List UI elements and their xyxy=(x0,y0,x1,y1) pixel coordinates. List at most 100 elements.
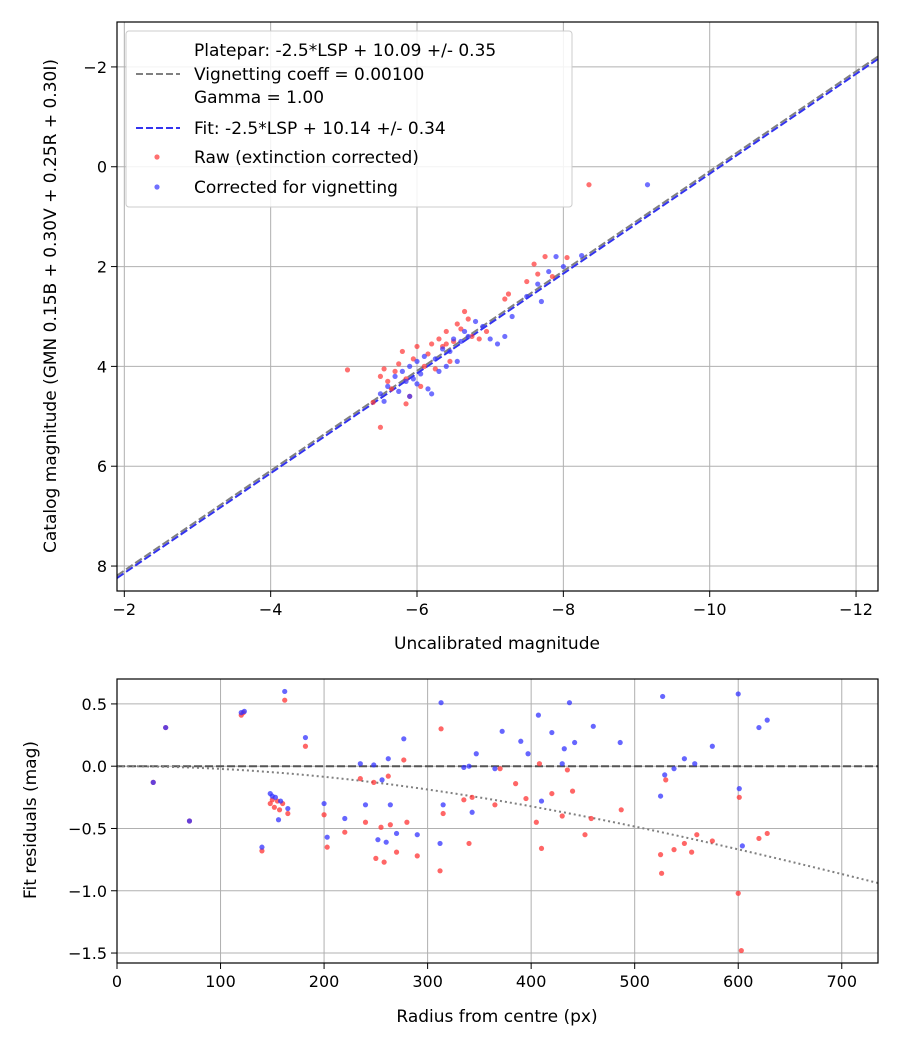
top-raw-point xyxy=(429,341,435,347)
bottom-corrected-point xyxy=(414,832,420,838)
bottom-corrected-point xyxy=(342,815,348,822)
bottom-corrected-point xyxy=(473,751,479,757)
bottom-y-axis-label: Fit residuals (mag) xyxy=(21,741,41,899)
bottom-x-tick-label: 0 xyxy=(112,972,122,991)
bottom-raw-point xyxy=(357,776,363,782)
top-corrected-point xyxy=(407,393,413,399)
top-corrected-point xyxy=(396,388,402,394)
top-raw-point xyxy=(432,366,438,372)
bottom-raw-point xyxy=(588,815,594,822)
bottom-plot-frame xyxy=(116,678,879,964)
top-corrected-point xyxy=(487,336,493,342)
bottom-corrected-point xyxy=(692,761,698,767)
top-raw-point xyxy=(410,356,416,362)
bottom-corrected-point xyxy=(259,844,265,850)
bottom-corrected-point xyxy=(739,843,745,849)
top-y-tick-label: 2 xyxy=(97,258,107,277)
legend-platepar-line3: Gamma = 1.00 xyxy=(194,88,324,108)
top-raw-point xyxy=(535,271,541,277)
top-y-tick-label: 4 xyxy=(97,357,107,376)
top-plot-frame xyxy=(116,21,879,592)
bottom-raw-point xyxy=(536,761,543,767)
top-raw-point xyxy=(483,328,490,335)
bottom-y-ticks: 0.5 0.0 −0.5 −1.0 −1.5 xyxy=(68,695,117,963)
top-x-tick-label: −12 xyxy=(839,600,873,619)
bottom-corrected-point xyxy=(671,766,677,772)
legend-platepar-line1: Platepar: -2.5*LSP + 10.09 +/- 0.35 xyxy=(194,41,496,61)
top-raw-point xyxy=(549,273,555,280)
top-corrected-point xyxy=(524,293,530,300)
bottom-raw-point xyxy=(738,947,744,954)
top-raw-point xyxy=(586,182,592,188)
bottom-reference-lines xyxy=(116,765,879,884)
top-x-tick-label: −10 xyxy=(693,600,727,619)
bottom-scatter-points xyxy=(150,688,770,954)
bottom-corrected-point xyxy=(302,734,309,741)
top-corrected-point xyxy=(414,358,420,365)
bottom-raw-point xyxy=(414,853,420,859)
bottom-grid xyxy=(116,679,878,963)
bottom-x-tick-label: 700 xyxy=(826,972,857,991)
bottom-raw-point xyxy=(378,824,384,830)
top-corrected-point xyxy=(458,338,464,345)
top-corrected-point xyxy=(385,383,391,389)
bottom-raw-point xyxy=(657,852,664,858)
bottom-raw-point xyxy=(469,794,475,800)
bottom-corrected-point xyxy=(401,736,407,742)
top-x-axis-label: Uncalibrated magnitude xyxy=(394,634,600,654)
bottom-raw-point xyxy=(564,767,570,773)
top-corrected-point xyxy=(381,398,387,404)
top-corrected-point xyxy=(450,336,457,342)
bottom-raw-point xyxy=(559,813,565,819)
bottom-raw-point xyxy=(538,845,545,852)
bottom-raw-point xyxy=(438,726,444,732)
top-corrected-point xyxy=(454,358,460,365)
top-raw-point xyxy=(425,351,431,357)
top-y-tick-label: 8 xyxy=(97,557,107,576)
bottom-raw-point xyxy=(271,804,277,810)
bottom-corrected-point xyxy=(362,802,369,808)
bottom-corrected-point xyxy=(736,786,742,792)
top-raw-point xyxy=(531,261,537,267)
top-corrected-point xyxy=(418,371,424,377)
bottom-corrected-point xyxy=(657,793,664,799)
bottom-corrected-point xyxy=(438,700,444,706)
top-corrected-point xyxy=(480,323,486,330)
top-raw-point xyxy=(458,326,464,332)
top-y-tick-label: 0 xyxy=(97,158,107,177)
top-corrected-point xyxy=(494,341,501,347)
bottom-raw-point xyxy=(362,819,369,825)
bottom-corrected-point xyxy=(324,834,330,840)
bottom-raw-point xyxy=(259,848,265,854)
top-corrected-point xyxy=(553,253,559,260)
bottom-corrected-point xyxy=(150,779,156,785)
bottom-x-ticks: 0 100 200 300 400 500 600 700 xyxy=(112,963,857,991)
top-corrected-point xyxy=(392,373,398,379)
top-raw-point xyxy=(399,348,405,355)
bottom-corrected-point xyxy=(681,756,687,762)
bottom-corrected-point xyxy=(241,708,247,714)
bottom-corrected-point xyxy=(764,717,770,723)
bottom-corrected-point xyxy=(282,688,288,695)
legend-platepar-line2: Vignetting coeff = 0.00100 xyxy=(194,65,424,85)
bottom-corrected-point xyxy=(559,761,565,767)
bottom-x-tick-label: 600 xyxy=(723,972,754,991)
top-y-tick-label: 6 xyxy=(97,457,107,476)
top-raw-point xyxy=(377,424,384,430)
bottom-raw-point xyxy=(671,847,677,853)
bottom-corrected-point xyxy=(461,764,467,771)
top-raw-point xyxy=(564,254,570,261)
bottom-y-tick-label: −1.5 xyxy=(68,944,107,963)
bottom-raw-point xyxy=(282,697,288,703)
bottom-raw-point xyxy=(393,849,400,855)
top-raw-point xyxy=(421,363,427,369)
bottom-corrected-point xyxy=(321,800,327,807)
top-corrected-point xyxy=(546,268,552,275)
bottom-corrected-point xyxy=(383,839,389,845)
bottom-raw-point xyxy=(302,743,309,749)
bottom-x-tick-label: 300 xyxy=(412,972,443,991)
bottom-raw-point xyxy=(385,773,391,779)
bottom-raw-point xyxy=(437,868,443,874)
top-raw-point xyxy=(476,336,482,342)
top-corrected-point xyxy=(410,376,416,382)
